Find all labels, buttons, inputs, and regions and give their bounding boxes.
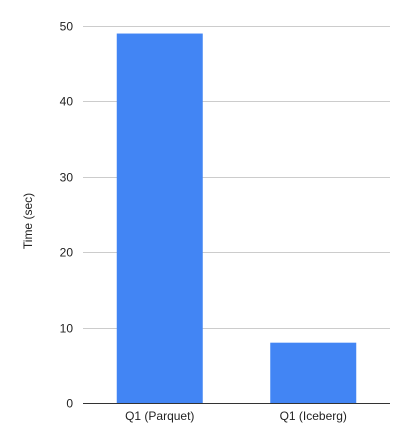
x-tick-label: Q1 (Iceberg) (280, 409, 347, 423)
y-tick-label: 40 (60, 95, 74, 109)
y-axis-title: Time (sec) (21, 193, 35, 249)
y-tick-label: 10 (60, 322, 74, 336)
y-axis-tick-labels: 0 10 20 30 40 50 (60, 20, 74, 411)
y-tick-label: 20 (60, 246, 74, 260)
x-tick-label: Q1 (Parquet) (125, 409, 194, 423)
bars (116, 33, 357, 403)
bar (270, 342, 357, 403)
y-tick-label: 0 (66, 397, 73, 411)
y-tick-label: 50 (60, 20, 74, 34)
y-tick-label: 30 (60, 171, 74, 185)
x-axis-tick-labels: Q1 (Parquet) Q1 (Iceberg) (125, 409, 347, 423)
bar (116, 33, 203, 403)
